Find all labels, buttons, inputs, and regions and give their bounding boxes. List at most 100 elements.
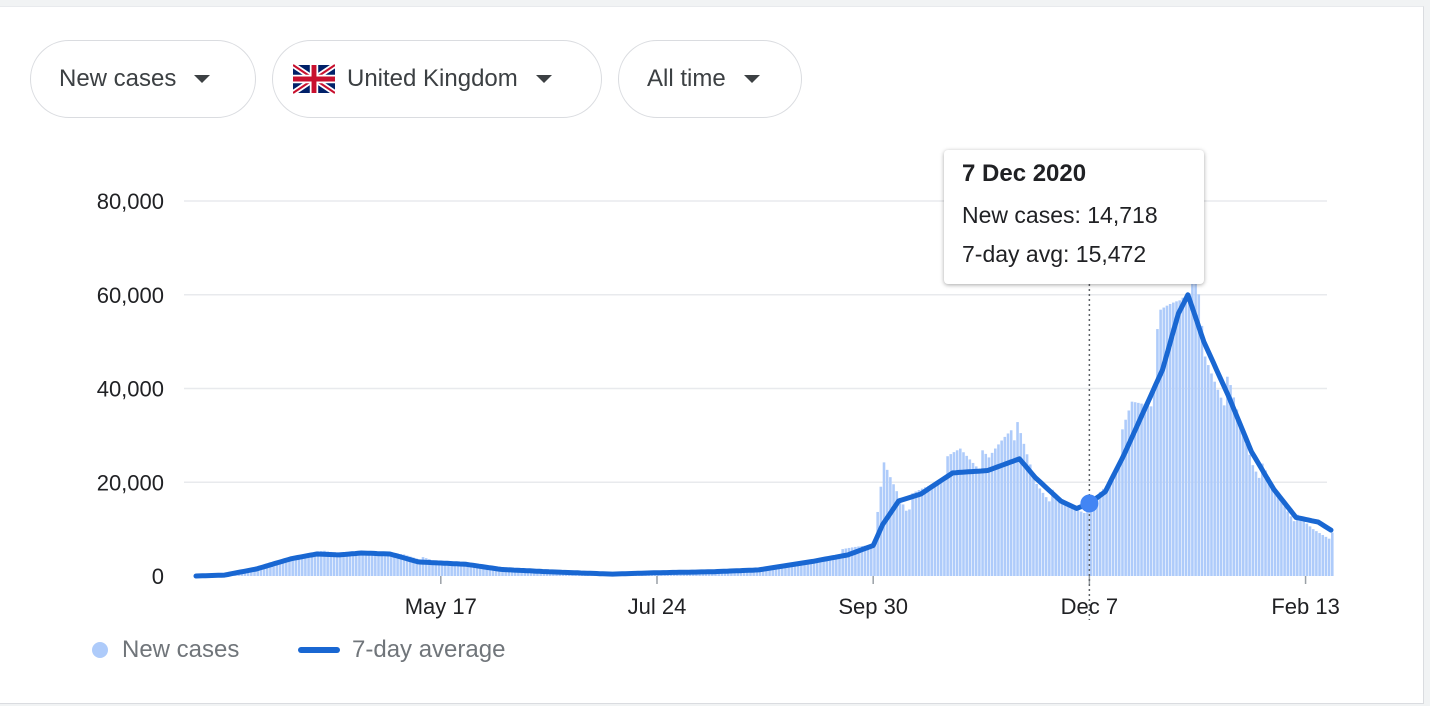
bar xyxy=(736,570,740,576)
bar xyxy=(1318,533,1321,576)
bar xyxy=(243,571,247,576)
bar xyxy=(933,483,937,576)
bar xyxy=(936,482,940,576)
bar xyxy=(1028,464,1032,576)
bar xyxy=(431,560,434,576)
bar xyxy=(1222,405,1226,576)
bar xyxy=(319,551,323,576)
bar xyxy=(1044,497,1048,576)
bar xyxy=(1114,472,1118,576)
bar xyxy=(250,569,253,576)
bar xyxy=(1137,402,1140,576)
bar xyxy=(1092,498,1096,576)
bar xyxy=(997,444,1000,576)
bar xyxy=(1187,293,1191,576)
bar xyxy=(857,546,860,576)
time-range-dropdown[interactable]: All time xyxy=(618,40,802,118)
bar xyxy=(1149,406,1153,576)
bar xyxy=(1133,402,1137,576)
bar xyxy=(342,554,345,576)
time-range-dropdown-label: All time xyxy=(647,65,726,92)
bar xyxy=(1302,520,1305,576)
bar xyxy=(758,570,762,576)
metric-dropdown[interactable]: New cases xyxy=(30,40,256,118)
bar xyxy=(307,556,310,576)
bar xyxy=(412,557,415,576)
bar xyxy=(911,493,914,576)
bar xyxy=(1292,521,1296,576)
y-tick-label: 80,000 xyxy=(97,189,164,214)
bar xyxy=(1025,454,1029,576)
tooltip-average-label: 7-day avg: xyxy=(962,241,1070,267)
tooltip-date: 7 Dec 2020 xyxy=(962,160,1087,187)
bar xyxy=(329,551,333,576)
bar xyxy=(1321,534,1325,576)
bar xyxy=(1041,492,1045,576)
bar xyxy=(1276,495,1280,576)
bar xyxy=(1063,504,1067,576)
bar xyxy=(281,559,285,576)
bar xyxy=(1019,433,1023,576)
bar xyxy=(1000,440,1003,576)
bar xyxy=(761,570,765,576)
bar xyxy=(968,459,972,576)
bar xyxy=(955,450,959,576)
bar xyxy=(440,563,444,576)
bar xyxy=(812,559,816,576)
bar xyxy=(1308,526,1312,576)
bar xyxy=(920,488,924,576)
bar xyxy=(1286,511,1290,576)
bar xyxy=(399,554,403,576)
bar xyxy=(478,566,482,576)
x-tick-label: Feb 13 xyxy=(1271,594,1340,619)
bar xyxy=(475,565,479,576)
bar xyxy=(1121,429,1124,576)
bar xyxy=(1070,507,1073,576)
bar xyxy=(1111,480,1115,576)
tooltip-new-cases-label: New cases: xyxy=(962,202,1081,228)
legend-dot-icon xyxy=(92,642,108,658)
bar xyxy=(1210,373,1213,576)
bar xyxy=(822,557,825,576)
bar xyxy=(943,479,946,576)
bar xyxy=(463,564,466,576)
bar xyxy=(803,563,806,576)
bar xyxy=(1083,512,1086,576)
bar xyxy=(339,553,342,576)
legend-new-cases-label: New cases xyxy=(122,636,240,663)
bar xyxy=(746,570,749,576)
bar xyxy=(1006,433,1010,576)
x-tick-label: Jul 24 xyxy=(628,594,687,619)
bar xyxy=(1264,470,1267,576)
bar xyxy=(348,555,352,576)
bar xyxy=(914,491,918,576)
bar xyxy=(428,559,431,576)
bar xyxy=(863,545,867,576)
bar xyxy=(739,570,743,576)
bar xyxy=(1241,432,1245,576)
bar xyxy=(847,547,851,576)
bar xyxy=(256,567,259,576)
bar xyxy=(1013,440,1016,576)
x-tick-label: May 17 xyxy=(405,594,477,619)
bar xyxy=(860,546,864,576)
seven-day-average-line xyxy=(193,292,1334,579)
bar xyxy=(1140,403,1143,576)
bar xyxy=(1067,505,1070,576)
bar xyxy=(1327,538,1331,576)
region-dropdown[interactable]: United Kingdom xyxy=(272,40,602,118)
bar xyxy=(946,456,949,576)
bar xyxy=(300,556,304,576)
bar xyxy=(898,497,902,576)
tooltip-average: 7-day avg: 15,472 xyxy=(962,241,1186,268)
bar xyxy=(1261,463,1264,576)
bar xyxy=(1267,477,1270,576)
bar xyxy=(1197,294,1201,576)
bar xyxy=(1016,422,1019,576)
bar xyxy=(1289,516,1293,576)
bar xyxy=(1162,307,1166,576)
bar xyxy=(752,570,755,576)
bar xyxy=(450,564,453,576)
bar xyxy=(809,559,813,576)
